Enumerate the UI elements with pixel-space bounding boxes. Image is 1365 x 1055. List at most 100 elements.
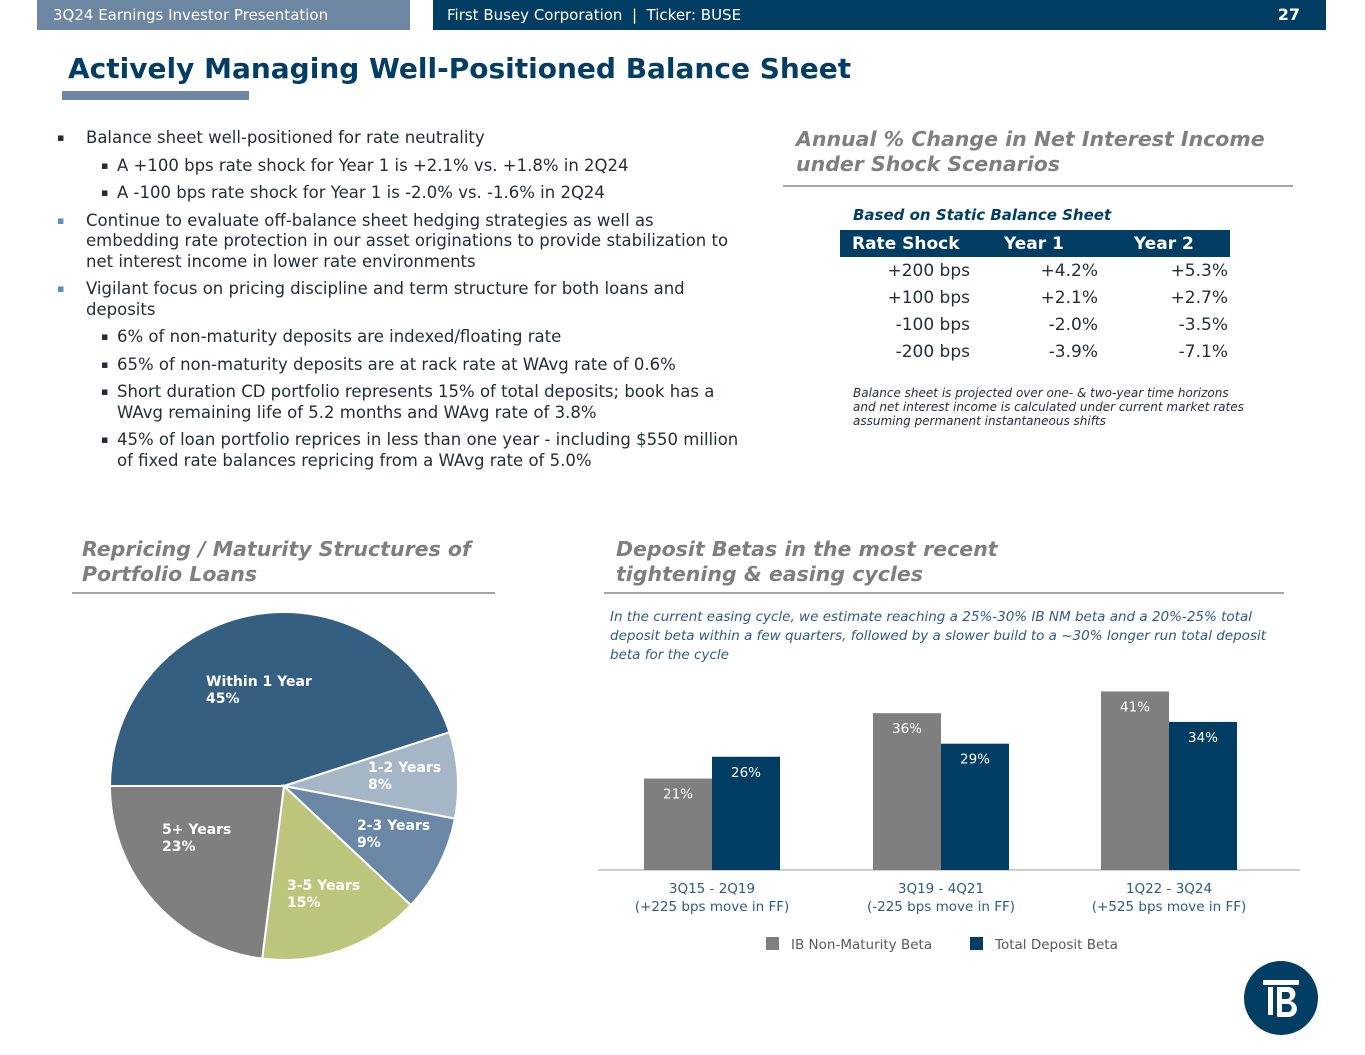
category-label: 3Q15 - 2Q19 <box>669 881 755 897</box>
legend-swatch <box>970 937 983 950</box>
bullet-marker: ▪ <box>101 158 109 172</box>
pie-label-line: 9% <box>357 835 381 851</box>
pie-label-line: 5+ Years <box>162 822 231 838</box>
deposit-section-rule <box>604 592 1284 594</box>
col-header-rate-shock: Rate Shock <box>840 230 970 257</box>
pie-label-line: 2-3 Years <box>357 818 430 834</box>
pie-slice-label: 2-3 Years 9% <box>357 818 430 851</box>
category-label: 3Q19 - 4Q21 <box>898 881 984 897</box>
bullet-text: 65% of non-maturity deposits are at rack… <box>117 354 676 374</box>
table-cell: +4.2% <box>1040 260 1098 281</box>
pie-slice-label: 5+ Years 23% <box>162 822 231 855</box>
bullet-text: A -100 bps rate shock for Year 1 is -2.0… <box>117 183 605 202</box>
bullet-marker: ▪ <box>57 213 65 227</box>
bullet-item: ▪ Vigilant focus on pricing discipline an… <box>56 279 756 320</box>
title-underline <box>62 91 249 100</box>
bullet-text: Balance sheet well-positioned for rate n… <box>86 128 485 147</box>
sub-bullet-item: ▪ A +100 bps rate shock for Year 1 is +2.… <box>56 156 756 177</box>
pie-slice-within-1-year <box>108 610 451 787</box>
nii-section-rule <box>783 185 1293 187</box>
sub-bullet-item: ▪ 45% of loan portfolio reprices in less … <box>56 430 756 471</box>
table-cell: +2.1% <box>1040 287 1098 308</box>
bullet-list: ▪ Balance sheet well-positioned for rate … <box>56 128 756 478</box>
pie-label-line: 15% <box>287 895 321 911</box>
sub-bullet-item: ▪ 6% of non-maturity deposits are indexed… <box>56 327 756 348</box>
legend-swatch <box>766 937 779 950</box>
category-label: 1Q22 - 3Q24 <box>1126 881 1212 897</box>
bullet-text: A +100 bps rate shock for Year 1 is +2.1… <box>117 155 629 175</box>
pie-slice-label: 3-5 Years 15% <box>287 878 360 911</box>
table-cell: +200 bps <box>887 260 970 281</box>
deposit-title-line: tightening & easing cycles <box>616 562 924 586</box>
col-header-year1: Year 1 <box>970 230 1100 257</box>
bar-total-2 <box>941 743 1009 870</box>
deposit-section-title: Deposit Betas in the most recent tighten… <box>616 537 998 587</box>
logo-mark-top <box>1263 980 1299 985</box>
nii-section-title: Annual % Change in Net Interest Income u… <box>796 127 1265 177</box>
pie-slice-label: 1-2 Years 8% <box>368 760 441 793</box>
repricing-title-line: Portfolio Loans <box>82 562 258 586</box>
pie-label-line: 8% <box>368 777 392 793</box>
table-cell: -3.9% <box>1048 341 1098 362</box>
deposit-beta-note: In the current easing cycle, we estimate… <box>610 609 1267 663</box>
page-title: Actively Managing Well-Positioned Balanc… <box>68 52 852 85</box>
category-label: (+525 bps move in FF) <box>1092 899 1247 915</box>
pie-slice-5-years <box>108 785 286 960</box>
sub-bullet-item: ▪ Short duration CD portfolio represents … <box>56 382 756 423</box>
pie-label-line: Within 1 Year <box>206 674 312 690</box>
page-number: 27 <box>1277 5 1300 24</box>
bar-total-1 <box>712 756 780 870</box>
bar-ib-nm-2 <box>873 713 941 870</box>
nii-title-line: under Shock Scenarios <box>796 152 1061 176</box>
legend-label: IB Non-Maturity Beta <box>791 937 932 953</box>
bullet-marker: ▪ <box>101 330 109 343</box>
bullet-marker: ▪ <box>57 131 65 144</box>
pie-slice-3-5-years <box>261 783 413 961</box>
table-row: -100 bps -2.0% -3.5% <box>840 311 1230 338</box>
category-label: (-225 bps move in FF) <box>867 899 1015 915</box>
bullet-marker: ▪ <box>101 357 109 371</box>
table-cell: -3.5% <box>1178 314 1228 335</box>
table-cell: +2.7% <box>1170 287 1228 308</box>
category-label: (+225 bps move in FF) <box>635 899 790 915</box>
table-header-row: Rate Shock Year 1 Year 2 <box>840 230 1230 257</box>
bar-ib-nm-1 <box>644 778 712 870</box>
logo-mark-pillar <box>1268 987 1273 1015</box>
sub-bullet-item: ▪ 65% of non-maturity deposits are at rac… <box>56 355 756 376</box>
table-row: +100 bps +2.1% +2.7% <box>840 284 1230 311</box>
company-bar: First Busey Corporation | Ticker: BUSE 2… <box>433 0 1326 30</box>
busey-logo <box>1244 961 1318 1035</box>
bullet-text: 45% of loan portfolio reprices in less t… <box>117 430 739 470</box>
table-cell: -100 bps <box>895 314 970 335</box>
table-row: -200 bps -3.9% -7.1% <box>840 338 1230 365</box>
bullet-marker: ▪ <box>101 385 109 398</box>
loan-repricing-pie-chart: Within 1 Year 45% 1-2 Years 8% 2-3 Years 9% 3-… <box>108 610 459 961</box>
static-balance-title: Based on Static Balance Sheet <box>853 206 1112 224</box>
repricing-section-title: Repricing / Maturity Structures of Portf… <box>82 537 471 587</box>
rate-shock-table: Rate Shock Year 1 Year 2 +200 bps +4.2% … <box>840 230 1230 365</box>
table-cell: -200 bps <box>895 341 970 362</box>
presentation-title-bar: 3Q24 Earnings Investor Presentation <box>37 0 410 30</box>
table-cell: +5.3% <box>1170 260 1228 281</box>
sub-bullet-item: ▪ A -100 bps rate shock for Year 1 is -2.… <box>56 183 756 204</box>
bullet-marker: ▪ <box>57 282 65 295</box>
deposit-title-line: Deposit Betas in the most recent <box>616 537 998 561</box>
bullet-text: Vigilant focus on pricing discipline and… <box>86 279 685 319</box>
col-header-year2: Year 2 <box>1100 230 1230 257</box>
bullet-text: 6% of non-maturity deposits are indexed/… <box>117 327 562 346</box>
table-cell: -7.1% <box>1178 341 1228 362</box>
logo-mark-b <box>1277 987 1297 1017</box>
repricing-section-rule <box>72 592 495 594</box>
deposit-beta-bar-chart: 21% 26% 3Q15 - 2Q19 (+225 bps move in FF) 36… <box>598 691 1300 953</box>
bullet-marker: ▪ <box>101 433 109 446</box>
bullet-text: Short duration CD portfolio represents 1… <box>117 382 715 422</box>
repricing-title-line: Repricing / Maturity Structures of <box>82 537 471 561</box>
bar-value-label: 41% <box>1120 699 1150 715</box>
bar-value-label: 21% <box>663 787 693 803</box>
bar-value-label: 26% <box>731 765 761 781</box>
bullet-item: ▪ Continue to evaluate off-balance sheet … <box>56 211 756 273</box>
bar-ib-nm-3 <box>1101 691 1169 870</box>
pie-label-line: 23% <box>162 839 196 855</box>
bar-value-label: 29% <box>960 752 990 768</box>
pie-label-line: 45% <box>206 691 240 707</box>
